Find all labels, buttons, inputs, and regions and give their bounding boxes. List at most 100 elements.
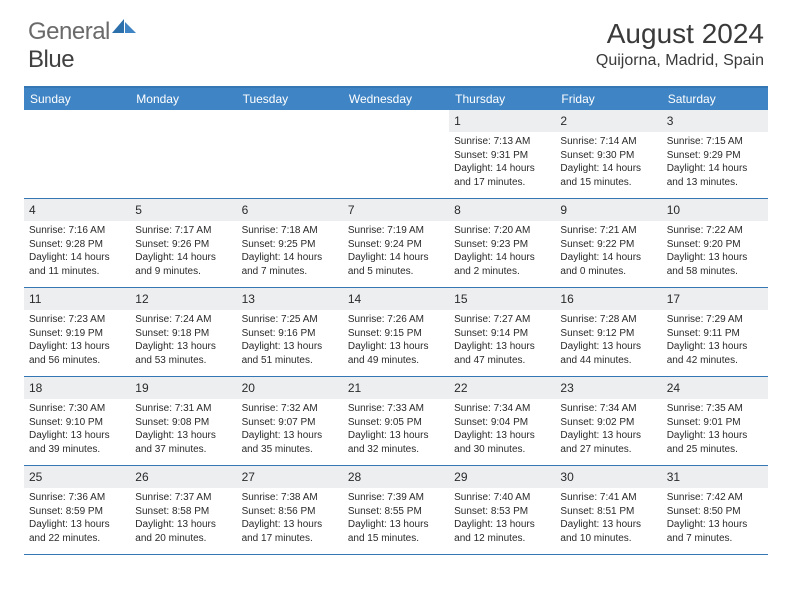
weekday-label: Saturday [662, 88, 768, 110]
daynum-row: 6 [237, 199, 343, 221]
sail-icon [110, 14, 138, 41]
day-info: Sunrise: 7:18 AMSunset: 9:25 PMDaylight:… [242, 224, 338, 278]
title-block: August 2024 Quijorna, Madrid, Spain [596, 18, 764, 70]
day-cell: 17 Sunrise: 7:29 AMSunset: 9:11 PMDayligh… [662, 288, 768, 376]
daynum-row: 9 [555, 199, 661, 221]
day-info: Sunrise: 7:29 AMSunset: 9:11 PMDaylight:… [667, 313, 763, 367]
day-number: 2 [560, 114, 567, 128]
day-number: 11 [29, 292, 41, 306]
day-cell: 31Sunrise: 7:42 AMSunset: 8:50 PMDayligh… [662, 466, 768, 554]
day-info: Sunrise: 7:40 AMSunset: 8:53 PMDaylight:… [454, 491, 550, 545]
day-info: Sunrise: 7:21 AMSunset: 9:22 PMDaylight:… [560, 224, 656, 278]
daynum-row: 20 [237, 377, 343, 399]
day-cell: 14 Sunrise: 7:26 AMSunset: 9:15 PMDayligh… [343, 288, 449, 376]
day-number: 6 [242, 203, 249, 217]
day-cell: 23 Sunrise: 7:34 AMSunset: 9:02 PMDayligh… [555, 377, 661, 465]
daynum-row: 30 [555, 466, 661, 488]
day-info: Sunrise: 7:14 AMSunset: 9:30 PMDaylight:… [560, 135, 656, 189]
day-cell: 8Sunrise: 7:20 AMSunset: 9:23 PMDaylight… [449, 199, 555, 287]
day-number: 20 [242, 381, 255, 395]
day-number: 1 [454, 114, 461, 128]
calendar: SundayMondayTuesdayWednesdayThursdayFrid… [24, 86, 768, 555]
day-info: Sunrise: 7:31 AMSunset: 9:08 PMDaylight:… [135, 402, 231, 456]
daynum-row: 26 [130, 466, 236, 488]
day-number: 30 [560, 470, 573, 484]
daynum-row: 19 [130, 377, 236, 399]
day-number: 14 [348, 292, 361, 306]
day-number: 24 [667, 381, 680, 395]
daynum-row: 17 [662, 288, 768, 310]
daynum-row: 10 [662, 199, 768, 221]
day-info: Sunrise: 7:42 AMSunset: 8:50 PMDaylight:… [667, 491, 763, 545]
daynum-row: 25 [24, 466, 130, 488]
day-number: 22 [454, 381, 467, 395]
day-info: Sunrise: 7:23 AMSunset: 9:19 PMDaylight:… [29, 313, 125, 367]
daynum-row: 21 [343, 377, 449, 399]
day-info: Sunrise: 7:28 AMSunset: 9:12 PMDaylight:… [560, 313, 656, 367]
daynum-row: 22 [449, 377, 555, 399]
day-info: Sunrise: 7:34 AMSunset: 9:02 PMDaylight:… [560, 402, 656, 456]
week-row: 11 Sunrise: 7:23 AMSunset: 9:19 PMDayligh… [24, 288, 768, 377]
day-number: 21 [348, 381, 361, 395]
day-info: Sunrise: 7:15 AMSunset: 9:29 PMDaylight:… [667, 135, 763, 189]
daynum-row: 27 [237, 466, 343, 488]
day-cell: 29Sunrise: 7:40 AMSunset: 8:53 PMDayligh… [449, 466, 555, 554]
daynum-row: 11 [24, 288, 130, 310]
day-cell: 12 Sunrise: 7:24 AMSunset: 9:18 PMDayligh… [130, 288, 236, 376]
header: GeneralBlue August 2024 Quijorna, Madrid… [0, 0, 792, 80]
day-number: 25 [29, 470, 42, 484]
week-row: 1 Sunrise: 7:13 AMSunset: 9:31 PMDaylight… [24, 110, 768, 199]
logo-text: GeneralBlue [28, 18, 138, 74]
day-cell: 19 Sunrise: 7:31 AMSunset: 9:08 PMDayligh… [130, 377, 236, 465]
day-cell: 30 Sunrise: 7:41 AMSunset: 8:51 PMDayligh… [555, 466, 661, 554]
day-info: Sunrise: 7:13 AMSunset: 9:31 PMDaylight:… [454, 135, 550, 189]
day-info: Sunrise: 7:35 AMSunset: 9:01 PMDaylight:… [667, 402, 763, 456]
daynum-row: 1 [449, 110, 555, 132]
day-cell: 28Sunrise: 7:39 AMSunset: 8:55 PMDayligh… [343, 466, 449, 554]
week-row: 25 Sunrise: 7:36 AMSunset: 8:59 PMDayligh… [24, 466, 768, 555]
weekday-label: Sunday [24, 88, 130, 110]
day-info: Sunrise: 7:16 AMSunset: 9:28 PMDaylight:… [29, 224, 125, 278]
logo-part2: Blue [28, 46, 74, 73]
daynum-row: 12 [130, 288, 236, 310]
day-number: 23 [560, 381, 573, 395]
weekday-label: Monday [130, 88, 236, 110]
day-cell: 7Sunrise: 7:19 AMSunset: 9:24 PMDaylight… [343, 199, 449, 287]
day-cell: 11 Sunrise: 7:23 AMSunset: 9:19 PMDayligh… [24, 288, 130, 376]
day-number: 9 [560, 203, 567, 217]
day-number: 4 [29, 203, 36, 217]
logo-part1: General [28, 18, 110, 45]
daynum-row: 5 [130, 199, 236, 221]
empty-cell [343, 110, 449, 198]
empty-cell [130, 110, 236, 198]
daynum-row: 2 [555, 110, 661, 132]
day-info: Sunrise: 7:41 AMSunset: 8:51 PMDaylight:… [560, 491, 656, 545]
day-info: Sunrise: 7:36 AMSunset: 8:59 PMDaylight:… [29, 491, 125, 545]
day-info: Sunrise: 7:24 AMSunset: 9:18 PMDaylight:… [135, 313, 231, 367]
day-cell: 15Sunrise: 7:27 AMSunset: 9:14 PMDayligh… [449, 288, 555, 376]
day-cell: 25 Sunrise: 7:36 AMSunset: 8:59 PMDayligh… [24, 466, 130, 554]
day-number: 15 [454, 292, 467, 306]
day-number: 3 [667, 114, 674, 128]
day-info: Sunrise: 7:26 AMSunset: 9:15 PMDaylight:… [348, 313, 444, 367]
day-info: Sunrise: 7:30 AMSunset: 9:10 PMDaylight:… [29, 402, 125, 456]
day-cell: 26Sunrise: 7:37 AMSunset: 8:58 PMDayligh… [130, 466, 236, 554]
daynum-row: 16 [555, 288, 661, 310]
day-cell: 27Sunrise: 7:38 AMSunset: 8:56 PMDayligh… [237, 466, 343, 554]
day-number: 26 [135, 470, 148, 484]
day-cell: 24 Sunrise: 7:35 AMSunset: 9:01 PMDayligh… [662, 377, 768, 465]
weekday-label: Tuesday [237, 88, 343, 110]
day-cell: 22Sunrise: 7:34 AMSunset: 9:04 PMDayligh… [449, 377, 555, 465]
day-info: Sunrise: 7:33 AMSunset: 9:05 PMDaylight:… [348, 402, 444, 456]
day-info: Sunrise: 7:25 AMSunset: 9:16 PMDaylight:… [242, 313, 338, 367]
day-number: 7 [348, 203, 355, 217]
daynum-row: 24 [662, 377, 768, 399]
empty-cell [24, 110, 130, 198]
day-cell: 21 Sunrise: 7:33 AMSunset: 9:05 PMDayligh… [343, 377, 449, 465]
day-number: 8 [454, 203, 461, 217]
weekday-header: SundayMondayTuesdayWednesdayThursdayFrid… [24, 88, 768, 110]
day-info: Sunrise: 7:22 AMSunset: 9:20 PMDaylight:… [667, 224, 763, 278]
daynum-row: 18 [24, 377, 130, 399]
daynum-row: 14 [343, 288, 449, 310]
day-cell: 6 Sunrise: 7:18 AMSunset: 9:25 PMDaylight… [237, 199, 343, 287]
